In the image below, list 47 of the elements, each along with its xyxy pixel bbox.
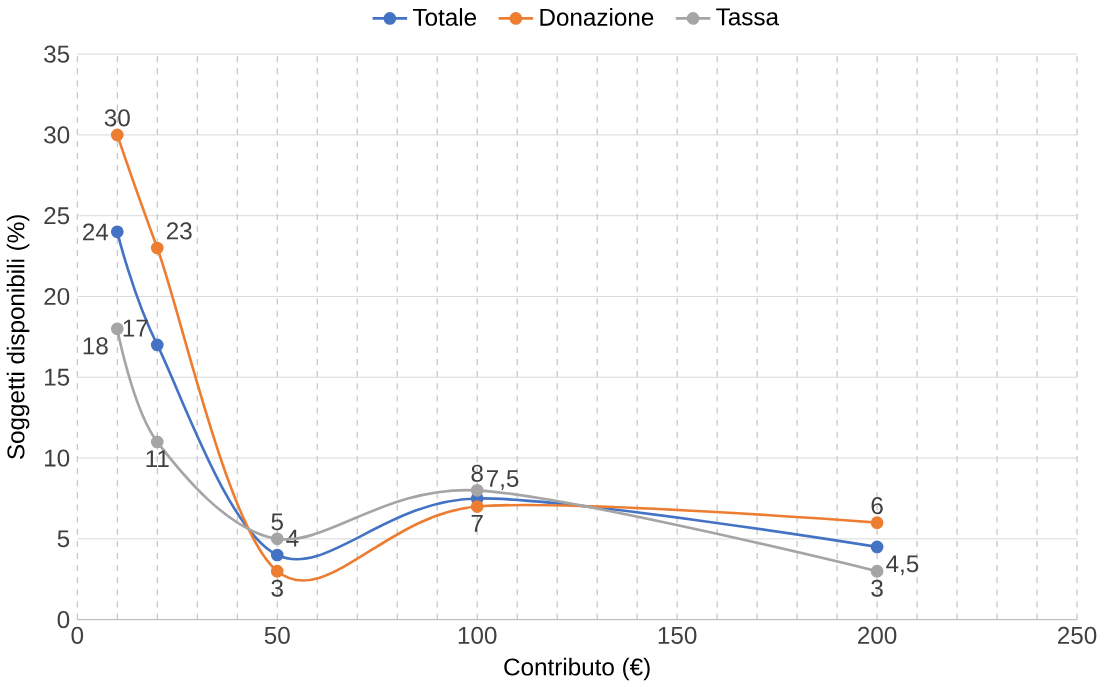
point <box>150 241 164 255</box>
x-tick-label: 50 <box>264 626 290 644</box>
x-tick-label: 150 <box>658 626 697 644</box>
point <box>150 435 164 449</box>
data-label: 5 <box>271 513 283 531</box>
y-tick-label: 0 <box>57 611 70 629</box>
point <box>270 564 284 578</box>
point <box>470 500 484 513</box>
y-tick-label: 15 <box>45 368 70 386</box>
point <box>470 483 484 497</box>
data-label: 8 <box>471 464 483 482</box>
data-label: 18 <box>83 337 108 355</box>
legend-label: Donazione <box>540 8 654 26</box>
y-tick-label: 30 <box>44 126 70 144</box>
data-label: 23 <box>166 222 192 240</box>
y-tick-label: 5 <box>57 530 70 548</box>
data-label: 3 <box>871 579 883 597</box>
legend-label: Totale <box>412 8 477 26</box>
data-label: 24 <box>83 223 109 241</box>
point <box>270 532 284 546</box>
data-label: 7 <box>471 514 483 532</box>
point <box>270 548 284 562</box>
legend-label: Tassa <box>716 8 779 26</box>
x-tick-label: 100 <box>458 626 497 644</box>
point <box>110 225 124 239</box>
x-tick-label: 0 <box>71 626 84 644</box>
y-axis-title: Soggetti disponibili (%) <box>6 215 30 459</box>
data-label: 17 <box>123 319 148 337</box>
y-tick-label: 20 <box>44 287 70 305</box>
point <box>150 338 164 352</box>
x-tick-label: 200 <box>858 626 897 644</box>
y-tick-label: 25 <box>44 207 70 225</box>
data-label: 6 <box>871 497 883 515</box>
data-label: 4,5 <box>886 555 919 576</box>
data-label: 11 <box>146 450 169 467</box>
data-label: 7,5 <box>486 470 519 490</box>
point <box>110 322 124 336</box>
point <box>870 540 884 554</box>
point <box>110 128 124 142</box>
y-tick-label: 10 <box>45 449 70 467</box>
x-axis-title: Contributo (€) <box>504 657 650 681</box>
point <box>870 516 884 529</box>
y-tick-label: 35 <box>44 45 70 63</box>
point <box>870 564 884 578</box>
data-label: 3 <box>271 579 283 597</box>
x-tick-label: 250 <box>1058 626 1097 644</box>
data-label: 30 <box>104 109 130 127</box>
